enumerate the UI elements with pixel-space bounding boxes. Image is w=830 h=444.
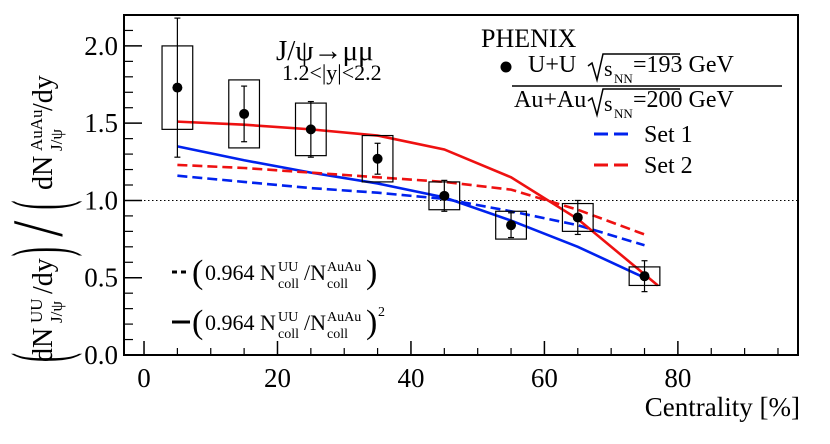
axis-ticks bbox=[124, 29, 779, 356]
svg-text:(: ( bbox=[0, 353, 83, 362]
svg-text:coll: coll bbox=[327, 327, 348, 342]
rapidity-label: 1.2<|y|<2.2 bbox=[282, 60, 382, 85]
svg-text:coll: coll bbox=[278, 327, 299, 342]
model-curve-set1-dashed bbox=[177, 174, 645, 247]
svg-text:): ) bbox=[366, 254, 377, 291]
data-point bbox=[572, 212, 583, 223]
svg-text:(: ( bbox=[0, 200, 83, 209]
x-tick-label: 80 bbox=[664, 363, 691, 393]
data-point-group bbox=[228, 79, 261, 149]
svg-text:dN: dN bbox=[28, 328, 59, 362]
svg-text:NN: NN bbox=[614, 106, 633, 121]
svg-text:/N: /N bbox=[304, 310, 326, 335]
svg-text:AuAu: AuAu bbox=[327, 310, 361, 325]
svg-text:/dy: /dy bbox=[28, 75, 59, 111]
svg-text:AuAu: AuAu bbox=[27, 109, 46, 151]
svg-text:UU: UU bbox=[27, 298, 46, 323]
ratio-numerator-label: U+U s NN =193 GeV bbox=[528, 52, 735, 86]
y-tick-label: 0.0 bbox=[84, 340, 118, 370]
svg-text:Au+Au: Au+Au bbox=[514, 87, 586, 113]
svg-text:NN: NN bbox=[614, 71, 633, 86]
svg-text:dN: dN bbox=[28, 156, 59, 190]
data-point bbox=[506, 220, 517, 231]
systematic-error-box bbox=[361, 134, 394, 183]
svg-text:): ) bbox=[366, 304, 377, 341]
x-tick-label: 20 bbox=[264, 363, 291, 393]
data-point-group bbox=[161, 17, 194, 158]
experiment-label: PHENIX bbox=[481, 24, 577, 53]
data-points bbox=[161, 17, 661, 293]
legend-set1-label: Set 1 bbox=[644, 122, 693, 148]
legend-set2-label: Set 2 bbox=[644, 153, 693, 179]
svg-text:U+U: U+U bbox=[528, 52, 576, 78]
svg-text:J/ψ: J/ψ bbox=[47, 301, 66, 323]
y-tick-label: 2.0 bbox=[84, 31, 118, 61]
y-axis-label: ( dN UU J/ψ /dy ) / ( dN AuAu J/ψ /dy bbox=[0, 75, 83, 362]
svg-text:UU: UU bbox=[278, 310, 298, 325]
x-axis-label: Centrality [%] bbox=[645, 392, 800, 422]
data-point bbox=[372, 153, 383, 164]
x-tick-label: 0 bbox=[137, 363, 151, 393]
svg-text:(: ( bbox=[192, 254, 203, 291]
model-curve-set2-solid bbox=[177, 120, 659, 287]
x-tick-label: 60 bbox=[531, 363, 558, 393]
svg-text:0.964 N: 0.964 N bbox=[205, 310, 276, 335]
svg-text:/N: /N bbox=[304, 260, 326, 285]
y-tick-label: 1.0 bbox=[84, 185, 118, 215]
data-legend-marker bbox=[500, 61, 512, 73]
svg-text:s: s bbox=[604, 91, 613, 116]
solid-formula-annotation: ( 0.964 N UU coll /N AuAu coll ) 2 bbox=[172, 304, 385, 342]
data-point bbox=[639, 271, 650, 282]
process-label: J/ψ→μμ bbox=[276, 35, 374, 67]
model-curve-set1-solid bbox=[177, 145, 646, 279]
svg-text:=193 GeV: =193 GeV bbox=[633, 52, 735, 78]
data-point-group bbox=[361, 134, 394, 183]
svg-text:AuAu: AuAu bbox=[327, 260, 361, 275]
svg-text:J/ψ: J/ψ bbox=[47, 129, 66, 151]
y-tick-label: 0.5 bbox=[84, 263, 118, 293]
data-point bbox=[305, 124, 316, 135]
svg-text:2: 2 bbox=[378, 305, 385, 320]
svg-text:/dy: /dy bbox=[28, 258, 59, 294]
svg-text:0.964 N: 0.964 N bbox=[205, 260, 276, 285]
data-point bbox=[439, 190, 450, 201]
svg-text:(: ( bbox=[192, 304, 203, 341]
ratio-denominator-label: Au+Au s NN =200 GeV bbox=[514, 87, 735, 121]
svg-text:UU: UU bbox=[278, 260, 298, 275]
data-point bbox=[239, 108, 250, 119]
svg-text:/: / bbox=[0, 220, 79, 237]
data-point-group bbox=[294, 100, 327, 158]
legend: Set 1 Set 2 bbox=[594, 122, 693, 179]
axis-tick-labels: 0 20 40 60 80 0.0 0.5 1.0 1.5 2.0 bbox=[84, 31, 691, 393]
data-point bbox=[172, 82, 183, 93]
systematic-error-box bbox=[228, 79, 261, 149]
svg-text:=200 GeV: =200 GeV bbox=[633, 87, 735, 113]
svg-text:): ) bbox=[0, 247, 83, 256]
data-point-group bbox=[495, 210, 527, 240]
model-curve-set2-dashed bbox=[177, 163, 645, 236]
svg-text:coll: coll bbox=[278, 277, 299, 292]
data-point-group bbox=[561, 199, 594, 236]
svg-text:coll: coll bbox=[327, 277, 348, 292]
svg-text:s: s bbox=[604, 56, 613, 81]
dashed-formula-annotation: ( 0.964 N UU coll /N AuAu coll ) bbox=[172, 254, 377, 292]
y-tick-label: 1.5 bbox=[84, 108, 118, 138]
systematic-error-box bbox=[495, 210, 527, 240]
data-point-group bbox=[428, 179, 461, 212]
model-curves bbox=[177, 120, 659, 287]
x-tick-label: 40 bbox=[397, 363, 424, 393]
data-point-group bbox=[628, 260, 661, 293]
